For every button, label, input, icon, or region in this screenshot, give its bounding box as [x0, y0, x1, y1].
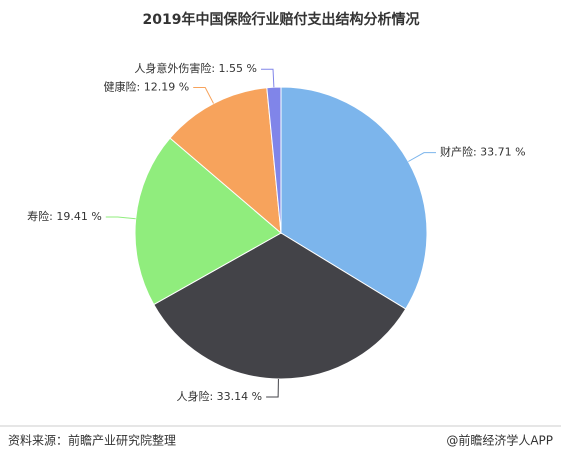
leader-line — [105, 216, 136, 220]
chart-title: 2019年中国保险行业赔付支出结构分析情况 — [143, 11, 420, 28]
data-label: 健康险: 12.19 % — [104, 80, 190, 94]
leader-line — [408, 152, 436, 162]
leader-line — [193, 87, 214, 104]
leader-line — [261, 68, 275, 88]
footer-brand: @前瞻经济学人APP — [446, 433, 553, 448]
leader-line — [266, 378, 279, 398]
data-label: 寿险: 19.41 % — [27, 209, 102, 223]
data-label: 人身险: 33.14 % — [176, 389, 262, 403]
pie-slice — [280, 86, 428, 310]
footer-source: 资料来源：前瞻产业研究院整理 — [8, 433, 176, 448]
data-label: 财产险: 33.71 % — [440, 145, 526, 159]
data-label: 人身意外伤害险: 1.55 % — [134, 61, 257, 75]
